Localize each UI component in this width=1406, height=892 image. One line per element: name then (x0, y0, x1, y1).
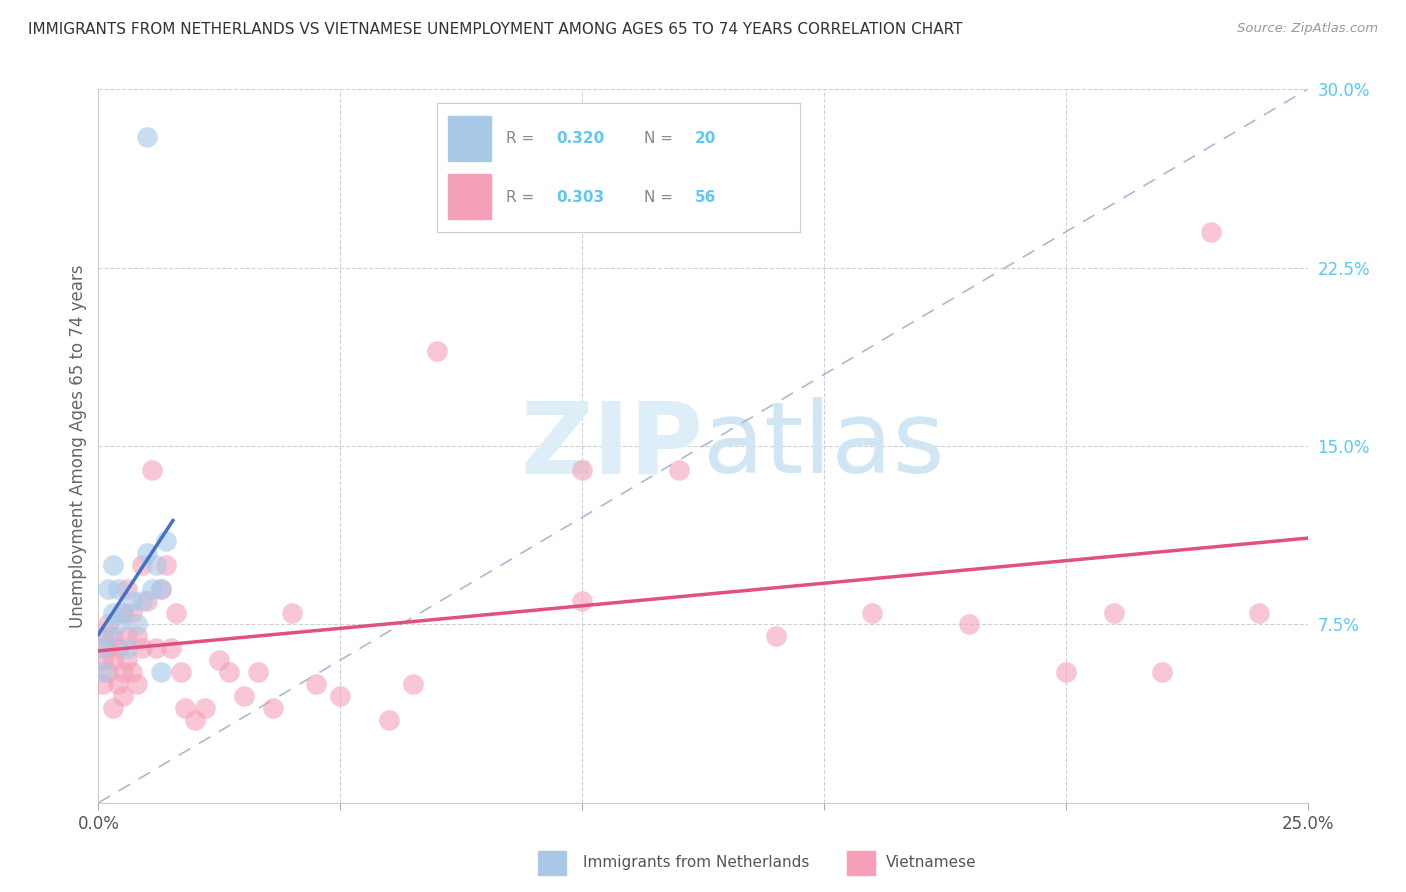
Point (145, 641, 167, 656)
Point (111, 665, 134, 679)
Point (101, 558, 124, 572)
Point (141, 582, 163, 596)
Text: Source: ZipAtlas.com: Source: ZipAtlas.com (1237, 22, 1378, 36)
Point (97, 641, 120, 656)
Point (1199, 225, 1222, 239)
Point (194, 700, 217, 714)
Point (135, 129, 157, 144)
Text: Immigrants from Netherlands: Immigrants from Netherlands (583, 855, 810, 870)
Point (117, 641, 139, 656)
Point (169, 665, 191, 679)
Point (1102, 606, 1125, 620)
Point (218, 665, 240, 679)
Point (329, 689, 352, 703)
Point (91, 629, 114, 643)
Point (101, 653, 124, 667)
Point (97, 665, 120, 679)
Point (765, 629, 787, 643)
Point (121, 665, 143, 679)
Point (101, 606, 124, 620)
Point (150, 582, 173, 596)
Point (91, 653, 114, 667)
Point (150, 665, 173, 679)
Point (150, 582, 173, 596)
Point (135, 546, 157, 560)
Point (131, 593, 153, 607)
Point (107, 582, 129, 596)
Point (377, 713, 399, 727)
Point (111, 606, 134, 620)
Point (1249, 606, 1271, 620)
Point (117, 653, 139, 667)
Point (247, 665, 270, 679)
Point (160, 641, 183, 656)
Point (232, 689, 254, 703)
Point (141, 463, 163, 477)
Point (97, 629, 120, 643)
Point (668, 463, 690, 477)
Point (127, 677, 149, 691)
Point (117, 582, 139, 596)
Point (1152, 665, 1174, 679)
Point (131, 558, 153, 572)
Point (101, 700, 124, 714)
Text: ZIP: ZIP (520, 398, 703, 494)
Point (165, 606, 187, 620)
Point (155, 534, 177, 549)
Point (131, 641, 153, 656)
Text: atlas: atlas (703, 398, 945, 494)
Point (111, 689, 134, 703)
Point (262, 700, 284, 714)
Point (107, 677, 129, 691)
Point (97, 582, 120, 596)
Point (127, 629, 149, 643)
Point (91, 677, 114, 691)
Point (91, 641, 114, 656)
Point (571, 463, 593, 477)
Point (107, 617, 129, 632)
Point (135, 593, 157, 607)
Point (111, 606, 134, 620)
Bar (537, 851, 567, 876)
Y-axis label: Unemployment Among Ages 65 to 74 years: Unemployment Among Ages 65 to 74 years (69, 264, 87, 628)
Point (281, 606, 304, 620)
Point (1054, 665, 1077, 679)
Point (145, 558, 167, 572)
Point (155, 558, 177, 572)
Point (571, 593, 593, 607)
Point (121, 606, 143, 620)
Point (121, 593, 143, 607)
Point (208, 653, 231, 667)
Point (184, 713, 207, 727)
Point (107, 641, 129, 656)
Point (305, 677, 328, 691)
Point (860, 606, 883, 620)
Point (402, 677, 425, 691)
Point (174, 700, 197, 714)
Point (426, 343, 449, 358)
Point (101, 629, 124, 643)
Bar (846, 851, 875, 876)
Text: Vietnamese: Vietnamese (886, 855, 976, 870)
Point (97, 617, 120, 632)
Point (91, 665, 114, 679)
Text: IMMIGRANTS FROM NETHERLANDS VS VIETNAMESE UNEMPLOYMENT AMONG AGES 65 TO 74 YEARS: IMMIGRANTS FROM NETHERLANDS VS VIETNAMES… (28, 22, 963, 37)
Point (127, 617, 149, 632)
Point (117, 629, 139, 643)
Point (957, 617, 980, 632)
